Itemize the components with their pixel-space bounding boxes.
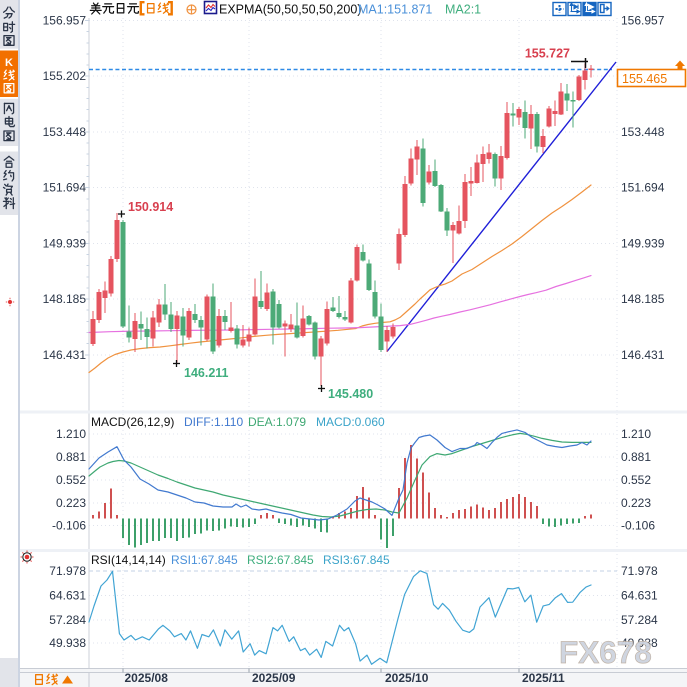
svg-text:49.938: 49.938 xyxy=(621,636,658,650)
svg-text:151.694: 151.694 xyxy=(621,181,665,195)
svg-text:1.210: 1.210 xyxy=(56,427,86,441)
svg-text:145.480: 145.480 xyxy=(328,387,373,401)
svg-text:155.727: 155.727 xyxy=(525,47,570,61)
svg-text:64.631: 64.631 xyxy=(621,589,658,603)
svg-text:149.939: 149.939 xyxy=(43,236,87,250)
svg-text:MACD(26,12,9): MACD(26,12,9) xyxy=(91,415,174,429)
svg-text:148.185: 148.185 xyxy=(43,292,87,306)
svg-text:146.431: 146.431 xyxy=(621,348,665,362)
svg-text:64.631: 64.631 xyxy=(49,589,86,603)
svg-text:EXPMA(50,50,50,50,200): EXPMA(50,50,50,50,200) xyxy=(219,3,361,17)
svg-text:2025/11: 2025/11 xyxy=(522,671,565,685)
svg-text:0.223: 0.223 xyxy=(56,496,86,510)
svg-text:57.284: 57.284 xyxy=(621,613,658,627)
svg-text:RSI3:67.845: RSI3:67.845 xyxy=(323,553,390,567)
svg-text:156.957: 156.957 xyxy=(43,14,87,28)
svg-text:0.223: 0.223 xyxy=(621,496,651,510)
svg-text:2025/09: 2025/09 xyxy=(252,671,296,685)
svg-text:146.431: 146.431 xyxy=(43,348,87,362)
svg-text:146.211: 146.211 xyxy=(184,366,229,380)
svg-text:0.552: 0.552 xyxy=(621,473,651,487)
svg-text:155.465: 155.465 xyxy=(622,72,667,86)
svg-text:71.978: 71.978 xyxy=(621,564,658,578)
svg-text:150.914: 150.914 xyxy=(128,200,173,214)
svg-text:RSI(14,14,14): RSI(14,14,14) xyxy=(91,553,166,567)
svg-text:57.284: 57.284 xyxy=(49,613,86,627)
svg-text:MA2:1: MA2:1 xyxy=(445,3,481,17)
svg-text:DIFF:1.110: DIFF:1.110 xyxy=(184,415,243,429)
svg-text:151.694: 151.694 xyxy=(43,181,87,195)
svg-text:148.185: 148.185 xyxy=(621,292,665,306)
svg-text:-0.106: -0.106 xyxy=(621,519,655,533)
svg-text:-0.106: -0.106 xyxy=(52,519,86,533)
svg-text:1.210: 1.210 xyxy=(621,427,651,441)
svg-text:153.448: 153.448 xyxy=(621,125,665,139)
svg-text:MA1:151.871: MA1:151.871 xyxy=(358,3,432,17)
svg-text:2025/08: 2025/08 xyxy=(125,671,169,685)
svg-text:RSI1:67.845: RSI1:67.845 xyxy=(171,553,238,567)
svg-text:FX678: FX678 xyxy=(559,634,652,670)
svg-text:0.552: 0.552 xyxy=(56,473,86,487)
svg-text:0.881: 0.881 xyxy=(621,450,651,464)
svg-text:71.978: 71.978 xyxy=(49,564,86,578)
svg-text:0.881: 0.881 xyxy=(56,450,86,464)
svg-text:149.939: 149.939 xyxy=(621,236,665,250)
svg-text:DEA:1.079: DEA:1.079 xyxy=(248,415,306,429)
svg-text:156.957: 156.957 xyxy=(621,14,665,28)
svg-text:K: K xyxy=(5,57,13,69)
svg-text:155.202: 155.202 xyxy=(43,69,87,83)
svg-text:49.938: 49.938 xyxy=(49,636,86,650)
svg-text:MACD:0.060: MACD:0.060 xyxy=(316,415,385,429)
svg-text:RSI2:67.845: RSI2:67.845 xyxy=(247,553,314,567)
svg-text:153.448: 153.448 xyxy=(43,125,87,139)
svg-text:2025/10: 2025/10 xyxy=(385,671,429,685)
